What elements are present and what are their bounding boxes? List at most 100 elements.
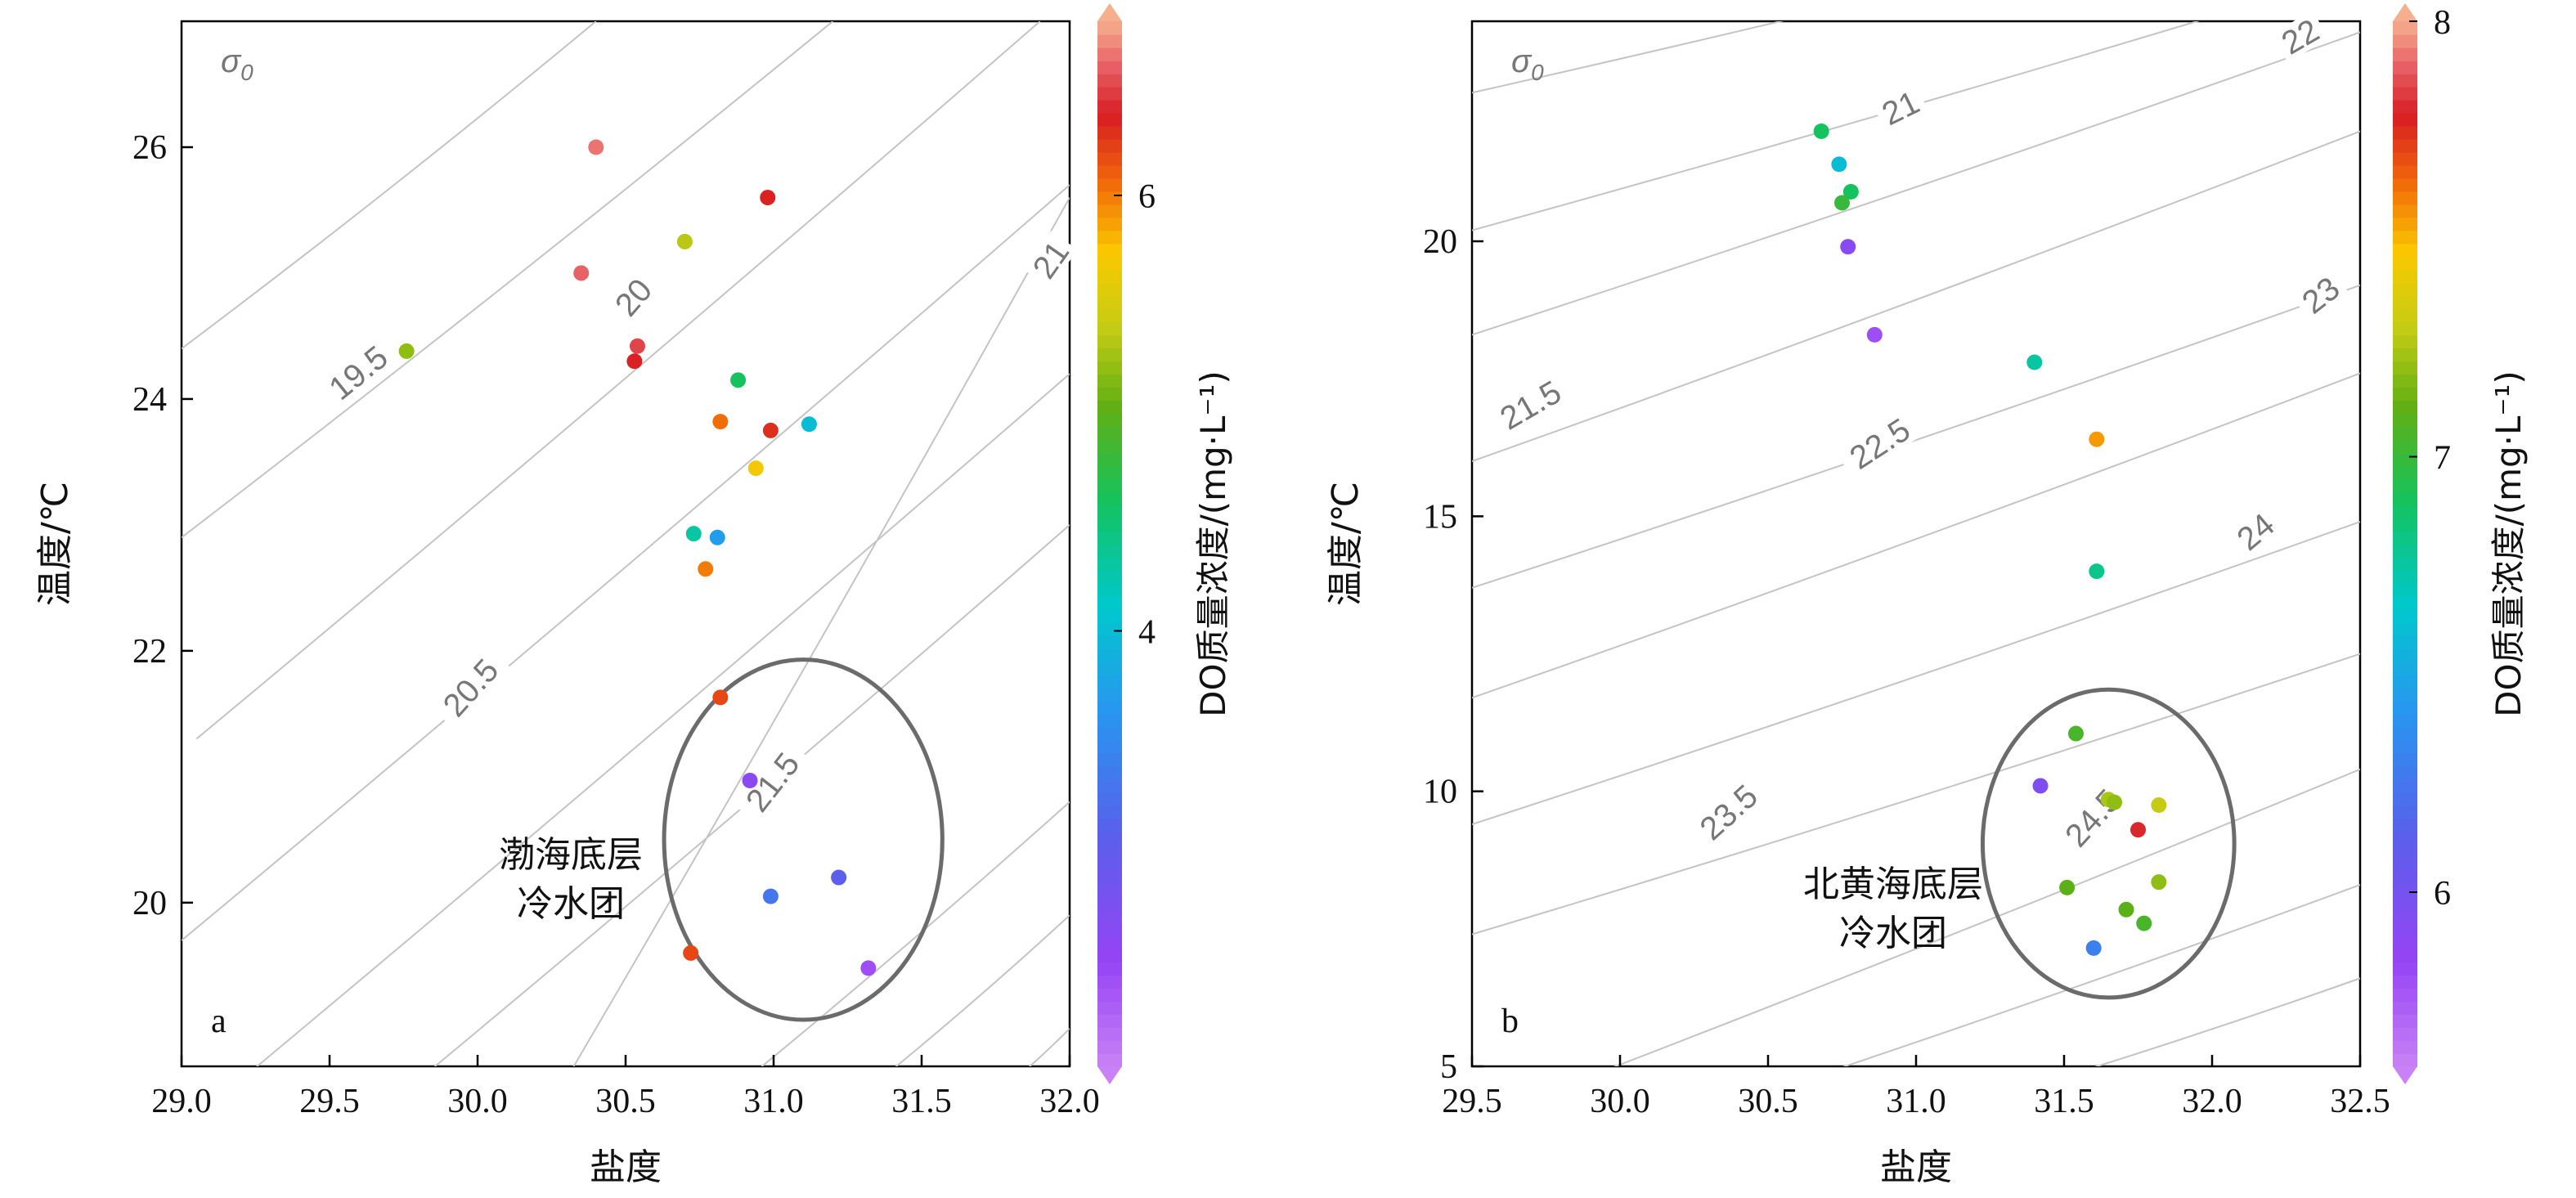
chart1-colorbar-segment bbox=[2393, 426, 2417, 440]
chart0-x-axis-title: 盐度 bbox=[590, 1146, 662, 1188]
chart1-colorbar-segment bbox=[2393, 831, 2417, 846]
chart1-data-point bbox=[1842, 184, 1859, 200]
chart1-cold-water-ellipse bbox=[1980, 687, 2237, 1000]
chart1-colorbar-segment bbox=[2393, 269, 2417, 284]
chart0-annotation-line2: 冷水团 bbox=[517, 883, 625, 925]
chart0-x-tick-label: 30.5 bbox=[595, 1083, 656, 1120]
chart0-colorbar-segment bbox=[1097, 857, 1122, 872]
chart1-contour-line bbox=[1472, 521, 2360, 825]
chart1-colorbar-segment bbox=[2393, 857, 2417, 872]
chart0-colorbar-segment bbox=[1097, 73, 1122, 87]
chart1-plot-area bbox=[1470, 20, 2362, 1068]
chart0-colorbar-segment bbox=[1097, 949, 1122, 962]
chart0-colorbar-segment bbox=[1097, 608, 1122, 623]
chart0-colorbar-segment bbox=[1097, 805, 1122, 819]
chart0-colorbar-segment bbox=[1097, 1027, 1122, 1041]
chart1-colorbar-segment bbox=[2393, 491, 2417, 505]
chart1-colorbar-segment bbox=[2393, 112, 2417, 127]
chart1-colorbar-label: DO质量浓度/(mg·L⁻¹) bbox=[2488, 370, 2529, 717]
chart0-colorbar-segment bbox=[1097, 870, 1122, 885]
chart0-data-point bbox=[676, 233, 693, 249]
chart1-contour-line bbox=[1472, 284, 2360, 589]
chart0-colorbar-segment bbox=[1097, 204, 1122, 218]
chart0-data-point bbox=[712, 689, 729, 706]
chart1-colorbar-segment bbox=[2393, 73, 2417, 87]
chart1-colorbar-segment bbox=[2393, 1014, 2417, 1028]
chart1-colorbar-segment bbox=[2393, 687, 2417, 702]
chart0-colorbar-segment bbox=[1097, 151, 1122, 166]
chart1-contour-line bbox=[1613, 768, 2360, 1066]
chart0-x-tick-label: 30.0 bbox=[447, 1083, 508, 1120]
chart1-colorbar-segment bbox=[2393, 191, 2417, 205]
chart0-colorbar-segment bbox=[1097, 308, 1122, 323]
chart0-colorbar-segment bbox=[1097, 1040, 1122, 1054]
chart1-colorbar-segment bbox=[2393, 86, 2417, 101]
chart1-x-tick-label: 32.0 bbox=[2182, 1083, 2242, 1120]
chart1-data-point bbox=[2118, 901, 2134, 918]
chart1-colorbar-tick-label: 7 bbox=[2434, 440, 2451, 478]
chart0-colorbar-segment bbox=[1097, 595, 1122, 610]
chart0-data-point bbox=[685, 526, 702, 542]
chart0-colorbar-segment bbox=[1097, 1001, 1122, 1015]
chart0-colorbar-segment bbox=[1097, 726, 1122, 741]
chart0-colorbar-segment bbox=[1097, 230, 1122, 245]
chart0-y-tick-label: 26 bbox=[132, 129, 167, 167]
chart0-data-point bbox=[760, 190, 776, 206]
chart0-colorbar-segment bbox=[1097, 217, 1122, 231]
chart0-sigma-char: σ bbox=[221, 43, 242, 79]
chart1-colorbar-segment bbox=[2393, 805, 2417, 819]
chart0-colorbar-segment bbox=[1097, 1014, 1122, 1028]
chart0-contour-line bbox=[572, 197, 1070, 1066]
chart0-colorbar-segment bbox=[1097, 556, 1122, 571]
chart1-data-point bbox=[2107, 794, 2123, 810]
chart0-data-point bbox=[860, 960, 877, 976]
chart1-colorbar-segment bbox=[2393, 151, 2417, 166]
chart1-colorbar-segment bbox=[2393, 621, 2417, 636]
chart0-colorbar-segment bbox=[1097, 47, 1122, 61]
chart1-colorbar-segment bbox=[2393, 465, 2417, 479]
chart1-colorbar-segment bbox=[2393, 47, 2417, 61]
chart0-colorbar-segment bbox=[1097, 34, 1122, 48]
chart0-colorbar-segment bbox=[1097, 936, 1122, 950]
chart1-data-point bbox=[2067, 725, 2084, 742]
chart1-colorbar-extend-top bbox=[2393, 3, 2417, 21]
chart1-contour-line bbox=[2094, 977, 2360, 1066]
chart0-colorbar-segment bbox=[1097, 334, 1122, 349]
chart1-annotation-line1: 北黄海底层 bbox=[1803, 864, 1983, 905]
chart1-colorbar-segment bbox=[2393, 413, 2417, 428]
chart0-colorbar-segment bbox=[1097, 387, 1122, 402]
chart0-colorbar-segment bbox=[1097, 896, 1122, 911]
chart0-contour-line bbox=[433, 524, 1070, 1066]
chart0-colorbar-segment bbox=[1097, 661, 1122, 675]
chart1-data-point bbox=[2130, 822, 2146, 838]
chart0-contour-line bbox=[255, 373, 1070, 1066]
chart1-colorbar-segment bbox=[2393, 936, 2417, 950]
chart0-colorbar-segment bbox=[1097, 883, 1122, 898]
chart0-contour-line bbox=[182, 21, 834, 539]
chart1-colorbar-segment bbox=[2393, 217, 2417, 231]
chart1-colorbar-segment bbox=[2393, 582, 2417, 597]
chart0-colorbar-segment bbox=[1097, 112, 1122, 127]
chart1-sigma-sub: 0 bbox=[1531, 60, 1544, 85]
chart0-colorbar-segment bbox=[1097, 531, 1122, 545]
chart0-colorbar-segment bbox=[1097, 164, 1122, 179]
chart0-y-tick-label: 20 bbox=[132, 885, 167, 922]
chart0-data-point bbox=[762, 422, 779, 438]
chart0-data-point bbox=[629, 338, 645, 354]
chart0-contour-label-bg bbox=[315, 333, 402, 412]
chart1-colorbar-segment bbox=[2393, 700, 2417, 715]
chart0-colorbar-segment bbox=[1097, 99, 1122, 114]
chart0-annotation-line1: 渤海底层 bbox=[499, 834, 643, 876]
chart0-contours bbox=[182, 21, 1070, 1066]
chart1-contour-label-bg bbox=[1872, 83, 1929, 133]
chart1-colorbar-segment bbox=[2393, 713, 2417, 728]
chart0-y-tick-label: 22 bbox=[132, 633, 167, 671]
chart1-data-point bbox=[2151, 797, 2167, 813]
chart0-colorbar-segment bbox=[1097, 125, 1122, 140]
chart1-contour-line bbox=[1472, 21, 1784, 94]
chart1-colorbar-segment bbox=[2393, 177, 2417, 192]
chart0-contour-label-bg bbox=[734, 738, 811, 825]
chart0-colorbar-segment bbox=[1097, 831, 1122, 846]
chart1-colorbar-segment bbox=[2393, 792, 2417, 806]
